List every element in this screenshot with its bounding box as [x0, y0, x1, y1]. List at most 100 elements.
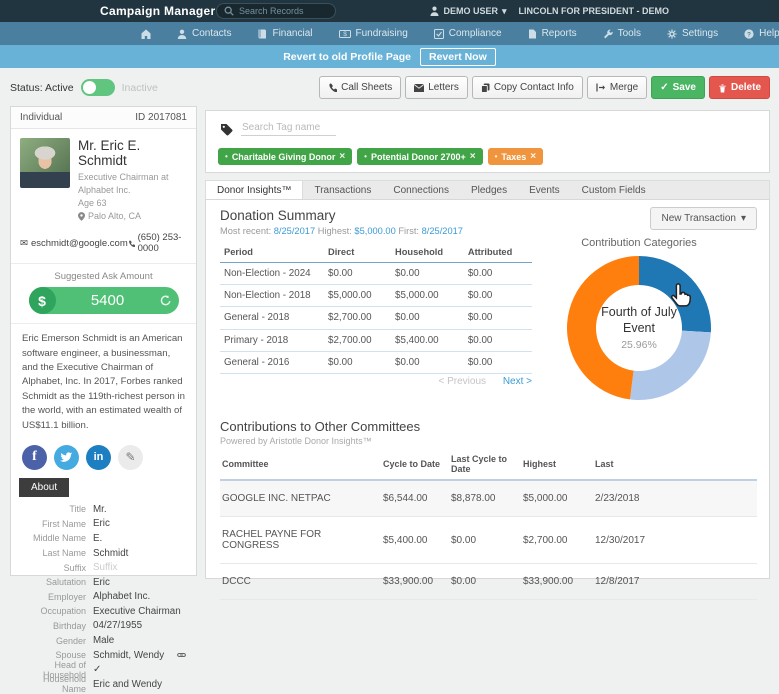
refresh-icon[interactable] — [160, 295, 171, 306]
about-fields: TitleMr. First NameEric Middle NameE. La… — [11, 497, 196, 692]
column-header[interactable]: Cycle to Date — [381, 449, 449, 480]
biography-text: Eric Emerson Schmidt is an American soft… — [11, 323, 196, 437]
table-row[interactable]: RACHEL PAYNE FOR CONGRESS$5,400.00$0.00$… — [220, 517, 757, 564]
menu-fundraising[interactable]: $ Fundraising — [326, 22, 421, 45]
menu-tools[interactable]: Tools — [590, 22, 654, 45]
most-recent-link[interactable]: 8/25/2017 — [274, 226, 315, 236]
remove-tag-icon[interactable]: × — [339, 151, 345, 162]
profile-photo — [20, 138, 70, 188]
tag-search-input[interactable] — [241, 120, 336, 136]
tag-pill[interactable]: •Taxes× — [488, 148, 544, 165]
phone-icon — [128, 239, 135, 248]
tab-pledges[interactable]: Pledges — [460, 181, 518, 200]
field-row-title: TitleMr. — [19, 502, 188, 517]
merge-icon — [596, 83, 606, 92]
copy-contact-info-button[interactable]: Copy Contact Info — [472, 76, 583, 99]
column-header[interactable]: Last Cycle to Date — [449, 449, 521, 480]
column-header[interactable]: Attributed — [464, 242, 532, 263]
tab-events[interactable]: Events — [518, 181, 571, 200]
new-transaction-button[interactable]: New Transaction ▾ — [650, 207, 757, 230]
caret-down-icon: ▾ — [741, 213, 746, 224]
phone-link[interactable]: (650) 253-0000 — [128, 232, 187, 254]
column-header[interactable]: Highest — [521, 449, 593, 480]
search-input[interactable] — [239, 6, 319, 16]
profile-tabs: Donor Insights™ Transactions Connections… — [205, 180, 770, 200]
email-link[interactable]: ✉ eschmidt@google.com — [20, 232, 128, 254]
column-header[interactable]: Committee — [220, 449, 381, 480]
svg-text:?: ? — [747, 31, 751, 38]
next-page-link[interactable]: Next > — [503, 376, 532, 387]
committees-title: Contributions to Other Committees — [220, 419, 420, 434]
field-row-salutation: SalutationEric — [19, 575, 188, 590]
tab-donor-insights[interactable]: Donor Insights™ — [206, 181, 303, 200]
highest-link[interactable]: $5,000.00 — [354, 226, 395, 236]
donut-slice[interactable] — [630, 331, 711, 400]
linkedin-icon[interactable]: in — [86, 445, 111, 470]
tab-connections[interactable]: Connections — [382, 181, 460, 200]
menu-settings[interactable]: Settings — [654, 22, 731, 45]
column-header[interactable]: Direct — [324, 242, 391, 263]
suggested-ask-label: Suggested Ask Amount — [11, 271, 196, 282]
inactive-label: Inactive — [122, 82, 158, 94]
remove-tag-icon[interactable]: × — [470, 151, 476, 162]
column-header[interactable]: Last — [593, 449, 757, 480]
call-sheets-label: Call Sheets — [341, 82, 392, 93]
global-search[interactable] — [216, 3, 336, 19]
table-row[interactable]: DCCC$33,900.00$0.00$33,900.0012/8/2017 — [220, 564, 757, 600]
status-toggle[interactable] — [81, 79, 115, 96]
file-icon — [528, 29, 537, 39]
user-icon — [430, 6, 439, 16]
help-icon: ? — [744, 29, 754, 39]
facebook-icon[interactable]: f — [22, 445, 47, 470]
column-header[interactable]: Period — [220, 242, 324, 263]
menu-home[interactable] — [128, 22, 164, 45]
menu-label: Fundraising — [356, 28, 408, 39]
tag-pill[interactable]: •Potential Donor 2700+× — [357, 148, 482, 165]
about-section-tab[interactable]: About — [19, 478, 69, 497]
menu-reports[interactable]: Reports — [515, 22, 590, 45]
menu-contacts[interactable]: Contacts — [164, 22, 244, 45]
mouse-cursor-icon — [668, 282, 694, 312]
twitter-icon[interactable] — [54, 445, 79, 470]
user-name: DEMO USER — [443, 6, 498, 16]
table-row[interactable]: GOOGLE INC. NETPAC$6,544.00$8,878.00$5,0… — [220, 480, 757, 517]
edit-social-button[interactable]: ✎ — [118, 445, 143, 470]
check-square-icon — [434, 29, 444, 39]
pencil-icon: ✎ — [125, 450, 135, 464]
call-sheets-button[interactable]: Call Sheets — [319, 76, 401, 99]
merge-button[interactable]: Merge — [587, 76, 647, 99]
toggle-knob — [83, 81, 96, 94]
letters-button[interactable]: Letters — [405, 76, 468, 99]
revert-now-button[interactable]: Revert Now — [420, 48, 496, 66]
link-icon[interactable] — [177, 651, 188, 659]
record-type: Individual — [20, 112, 62, 123]
field-row-birthday: Birthday04/27/1955 — [19, 619, 188, 634]
previous-page-link[interactable]: < Previous — [439, 376, 487, 387]
field-row-gender: GenderMale — [19, 633, 188, 648]
user-menu[interactable]: DEMO USER ▾ — [430, 6, 506, 17]
donation-summary-table: Period Direct Household Attributed Non-E… — [220, 242, 532, 374]
suggested-ask-amount[interactable]: $ 5400 — [29, 287, 179, 314]
menu-financial[interactable]: Financial — [244, 22, 325, 45]
donut-slice[interactable] — [567, 256, 639, 399]
contact-name: Mr. Eric E. Schmidt — [78, 138, 187, 168]
column-header[interactable]: Household — [391, 242, 464, 263]
donut-chart — [564, 253, 714, 403]
search-icon — [224, 6, 234, 16]
contact-job: Executive Chairman at Alphabet Inc. — [78, 171, 187, 197]
tab-transactions[interactable]: Transactions — [303, 181, 382, 200]
tag-pill[interactable]: •Charitable Giving Donor× — [218, 148, 352, 165]
table-row: General - 2018$2,700.00$0.00$0.00 — [220, 307, 532, 329]
remove-tag-icon[interactable]: × — [530, 151, 536, 162]
wrench-icon — [603, 29, 613, 39]
save-button[interactable]: ✓ Save — [651, 76, 705, 99]
ask-amount-value: 5400 — [56, 292, 160, 309]
menu-compliance[interactable]: Compliance — [421, 22, 515, 45]
contacts-icon — [177, 29, 187, 39]
menu-help[interactable]: ? Help — [731, 22, 779, 45]
delete-button[interactable]: Delete — [709, 76, 770, 99]
envelope-icon: ✉ — [20, 238, 28, 249]
merge-label: Merge — [610, 82, 638, 93]
tab-custom-fields[interactable]: Custom Fields — [571, 181, 657, 200]
first-link[interactable]: 8/25/2017 — [422, 226, 463, 236]
